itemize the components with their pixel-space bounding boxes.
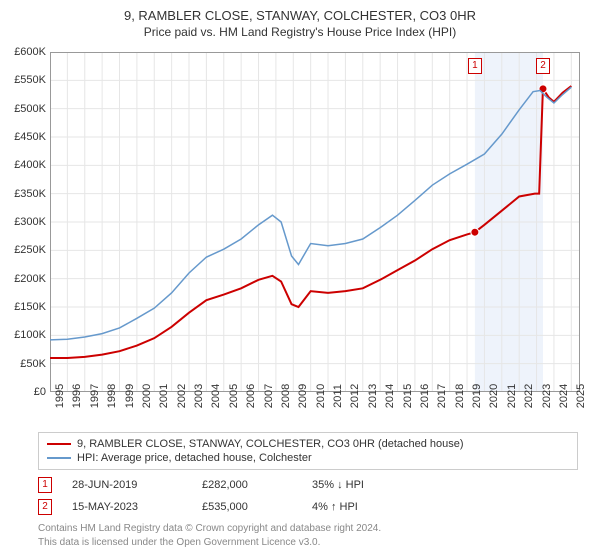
legend-swatch (47, 443, 71, 445)
xtick-label: 2000 (141, 384, 153, 408)
xtick-label: 2001 (158, 384, 170, 408)
xtick-label: 2011 (332, 384, 344, 408)
xtick-label: 2006 (245, 384, 257, 408)
chart-container: 9, RAMBLER CLOSE, STANWAY, COLCHESTER, C… (0, 0, 600, 560)
transaction-hpi-delta: 35% ↓ HPI (312, 479, 412, 491)
ytick-label: £350K (2, 188, 46, 200)
ytick-label: £100K (2, 329, 46, 341)
xtick-label: 2013 (367, 384, 379, 408)
chart-marker-badge: 1 (468, 58, 482, 74)
xtick-label: 2010 (315, 384, 327, 408)
xtick-label: 2019 (471, 384, 483, 408)
chart-title: 9, RAMBLER CLOSE, STANWAY, COLCHESTER, C… (0, 8, 600, 23)
ytick-label: £400K (2, 159, 46, 171)
xtick-label: 2005 (228, 384, 240, 408)
legend-swatch (47, 457, 71, 459)
xtick-label: 2018 (454, 384, 466, 408)
transactions-table: 1 28-JUN-2019 £282,000 35% ↓ HPI 2 15-MA… (38, 474, 578, 518)
xtick-label: 1999 (124, 384, 136, 408)
legend-box: 9, RAMBLER CLOSE, STANWAY, COLCHESTER, C… (38, 432, 578, 470)
xtick-label: 2009 (297, 384, 309, 408)
transaction-date: 28-JUN-2019 (72, 479, 182, 491)
legend-item: 9, RAMBLER CLOSE, STANWAY, COLCHESTER, C… (47, 437, 569, 451)
xtick-label: 2020 (488, 384, 500, 408)
xtick-label: 2024 (558, 384, 570, 408)
ytick-label: £150K (2, 301, 46, 313)
xtick-label: 1995 (54, 384, 66, 408)
ytick-label: £250K (2, 244, 46, 256)
ytick-label: £600K (2, 46, 46, 58)
transaction-row: 1 28-JUN-2019 £282,000 35% ↓ HPI (38, 474, 578, 496)
legend-label: 9, RAMBLER CLOSE, STANWAY, COLCHESTER, C… (77, 438, 464, 450)
legend-label: HPI: Average price, detached house, Colc… (77, 452, 312, 464)
footer-line: Contains HM Land Registry data © Crown c… (38, 522, 381, 536)
xtick-label: 1998 (106, 384, 118, 408)
xtick-label: 2017 (436, 384, 448, 408)
xtick-label: 1997 (89, 384, 101, 408)
chart-area: £0£50K£100K£150K£200K£250K£300K£350K£400… (50, 52, 580, 392)
transaction-date: 15-MAY-2023 (72, 501, 182, 513)
ytick-label: £500K (2, 103, 46, 115)
xtick-label: 2012 (349, 384, 361, 408)
ytick-label: £0 (2, 386, 46, 398)
xtick-label: 2004 (210, 384, 222, 408)
xtick-label: 2003 (193, 384, 205, 408)
xtick-label: 2025 (575, 384, 587, 408)
xtick-label: 2023 (541, 384, 553, 408)
xtick-label: 2022 (523, 384, 535, 408)
ytick-label: £550K (2, 74, 46, 86)
xtick-label: 1996 (71, 384, 83, 408)
xtick-label: 2021 (506, 384, 518, 408)
plot-svg (50, 52, 580, 392)
legend-item: HPI: Average price, detached house, Colc… (47, 451, 569, 465)
xtick-label: 2014 (384, 384, 396, 408)
transaction-price: £535,000 (202, 501, 292, 513)
chart-marker-badge: 2 (536, 58, 550, 74)
transaction-badge: 2 (38, 499, 52, 515)
ytick-label: £300K (2, 216, 46, 228)
chart-subtitle: Price paid vs. HM Land Registry's House … (0, 25, 600, 39)
title-block: 9, RAMBLER CLOSE, STANWAY, COLCHESTER, C… (0, 0, 600, 39)
ytick-label: £450K (2, 131, 46, 143)
footer-line: This data is licensed under the Open Gov… (38, 536, 381, 550)
xtick-label: 2016 (419, 384, 431, 408)
transaction-hpi-delta: 4% ↑ HPI (312, 501, 412, 513)
xtick-label: 2015 (402, 384, 414, 408)
footer: Contains HM Land Registry data © Crown c… (38, 522, 381, 549)
transaction-price: £282,000 (202, 479, 292, 491)
transaction-badge: 1 (38, 477, 52, 493)
ytick-label: £200K (2, 273, 46, 285)
xtick-label: 2008 (280, 384, 292, 408)
xtick-label: 2007 (263, 384, 275, 408)
ytick-label: £50K (2, 358, 46, 370)
xtick-label: 2002 (176, 384, 188, 408)
transaction-row: 2 15-MAY-2023 £535,000 4% ↑ HPI (38, 496, 578, 518)
